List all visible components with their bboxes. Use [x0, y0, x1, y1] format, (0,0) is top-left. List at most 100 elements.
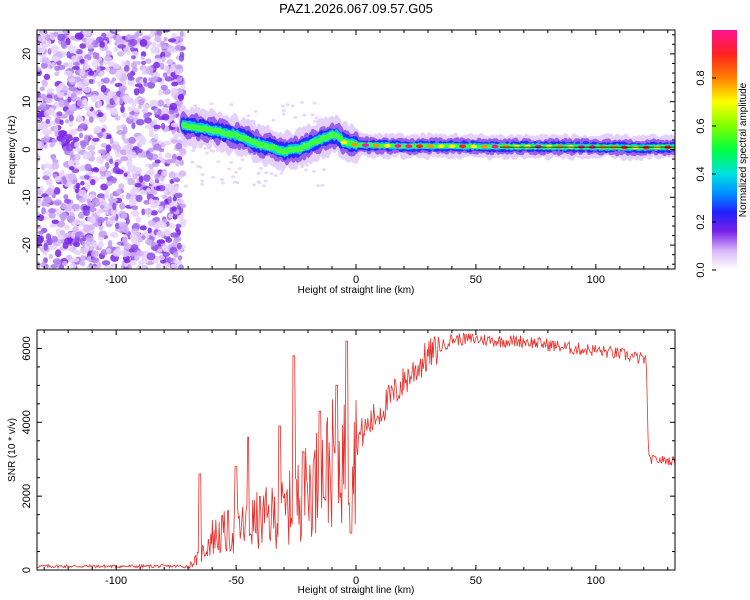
- noise-blob: [285, 103, 290, 107]
- spectrogram-y-label: Frequency (Hz): [7, 116, 18, 185]
- noise-blob: [281, 112, 286, 116]
- noise-blob: [85, 38, 94, 44]
- x-tick-label: 100: [587, 274, 605, 286]
- noise-blob: [40, 137, 50, 143]
- noise-blob: [176, 76, 182, 82]
- noise-blob: [57, 33, 66, 42]
- noise-blob: [171, 206, 177, 212]
- noise-blob: [65, 134, 73, 142]
- noise-blob: [97, 208, 104, 214]
- colorbar-label: Normalized spectral amplitude: [738, 82, 749, 217]
- noise-blob: [74, 141, 80, 148]
- noise-blob: [37, 97, 44, 105]
- noise-blob: [65, 143, 74, 152]
- noise-blob: [178, 93, 184, 102]
- noise-blob: [88, 79, 94, 84]
- noise-blob: [203, 147, 208, 150]
- noise-blob: [163, 140, 172, 146]
- colorbar-tick-label: 0.2: [695, 214, 707, 229]
- noise-blob: [58, 99, 65, 108]
- noise-blob: [135, 216, 142, 223]
- noise-blob: [281, 104, 285, 108]
- ridge-peak: [491, 144, 499, 149]
- noise-blob: [96, 65, 101, 74]
- noise-blob: [141, 60, 146, 65]
- noise-blob: [51, 162, 60, 170]
- noise-blob: [68, 86, 77, 92]
- ridge-peak: [459, 144, 467, 149]
- noise-blob: [45, 119, 51, 124]
- noise-blob: [175, 142, 183, 150]
- noise-blob: [180, 203, 187, 209]
- noise-blob: [133, 112, 139, 118]
- noise-blob: [162, 245, 168, 253]
- noise-blob: [112, 250, 122, 257]
- noise-blob: [146, 252, 156, 261]
- noise-blob: [82, 30, 91, 37]
- noise-blob: [172, 177, 180, 182]
- ridge-peak: [480, 144, 488, 149]
- noise-blob: [75, 147, 82, 152]
- spectrogram-x-label: Height of straight line (km): [298, 285, 415, 296]
- noise-blob: [138, 98, 145, 106]
- noise-blob: [48, 211, 56, 219]
- noise-blob: [149, 132, 155, 138]
- noise-blob: [37, 214, 45, 222]
- noise-blob: [155, 263, 162, 269]
- ridge-peak: [470, 144, 477, 149]
- noise-blob: [200, 173, 205, 177]
- noise-blob: [90, 141, 97, 146]
- noise-blob: [85, 239, 91, 246]
- ridge-peak: [448, 144, 456, 148]
- noise-blob: [269, 172, 274, 176]
- noise-blob: [79, 43, 87, 49]
- noise-blob: [209, 102, 214, 106]
- noise-blob: [55, 228, 62, 235]
- noise-blob: [71, 65, 80, 71]
- ridge-peak: [351, 142, 359, 147]
- noise-blob: [115, 188, 122, 195]
- noise-blob: [72, 96, 81, 102]
- noise-blob: [160, 84, 168, 91]
- noise-blob: [157, 99, 164, 107]
- noise-blob: [170, 122, 179, 128]
- noise-blob: [43, 73, 51, 80]
- noise-blob: [82, 205, 91, 211]
- x-tick-label: -50: [228, 575, 244, 587]
- noise-blob: [131, 34, 139, 39]
- noise-blob: [79, 59, 86, 64]
- noise-blob: [240, 158, 245, 162]
- noise-blob: [97, 93, 105, 101]
- noise-blob: [126, 158, 133, 166]
- noise-blob: [116, 129, 125, 135]
- x-tick-label: 0: [353, 274, 359, 286]
- noise-blob: [215, 148, 220, 152]
- noise-blob: [237, 167, 242, 170]
- noise-blob: [227, 167, 232, 171]
- noise-blob: [64, 119, 70, 124]
- noise-blob: [48, 253, 54, 260]
- noise-blob: [151, 41, 157, 48]
- noise-blob: [45, 104, 50, 110]
- noise-blob: [37, 185, 44, 191]
- noise-blob: [146, 152, 153, 160]
- noise-blob: [64, 232, 73, 238]
- snr-series-line: [37, 332, 675, 570]
- y-tick-label: 0: [21, 567, 33, 573]
- noise-blob: [51, 235, 58, 243]
- noise-blob: [141, 190, 148, 195]
- y-tick-label: 2000: [21, 484, 33, 508]
- noise-blob: [152, 217, 160, 222]
- noise-blob: [161, 113, 170, 121]
- snr-y-label: SNR (10 * v/v): [7, 418, 18, 482]
- noise-blob: [159, 40, 166, 48]
- noise-blob: [173, 251, 179, 258]
- noise-blob: [98, 230, 108, 238]
- noise-blob: [65, 38, 71, 46]
- noise-blob: [78, 189, 87, 197]
- noise-blob: [133, 88, 140, 96]
- noise-blob: [144, 208, 153, 215]
- noise-blob: [93, 111, 99, 115]
- noise-blob: [60, 169, 65, 176]
- noise-blob: [42, 175, 50, 180]
